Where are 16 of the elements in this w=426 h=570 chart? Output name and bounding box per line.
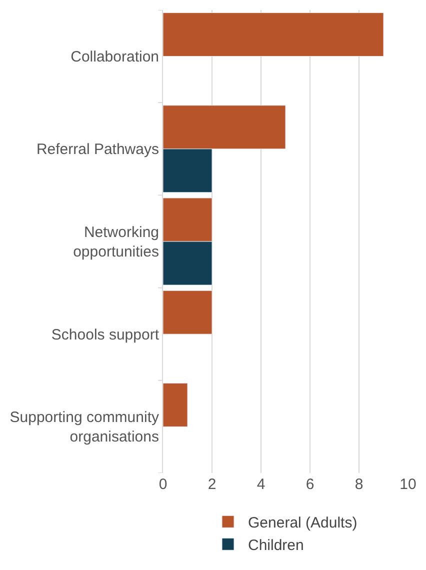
y-tick-label: Referral Pathways	[36, 141, 159, 158]
x-tick-label: 4	[256, 476, 266, 493]
bar	[163, 382, 188, 427]
y-tick-label: Supporting community organisations	[10, 409, 160, 446]
x-tick-label: 0	[158, 476, 168, 493]
legend-label: Children	[248, 537, 304, 554]
bar	[163, 12, 384, 57]
x-tick-label: 2	[208, 476, 216, 493]
legend-label: General (Adults)	[248, 514, 358, 532]
x-tick-label: 6	[306, 476, 314, 493]
y-tick-label: Networking opportunities	[73, 224, 159, 260]
y-tick-label: Schools support	[51, 326, 160, 344]
x-tick-label: 10	[400, 476, 416, 493]
y-tick-label: Collaboration	[70, 48, 159, 66]
bar	[163, 290, 212, 334]
x-tick-label: 8	[354, 476, 364, 493]
